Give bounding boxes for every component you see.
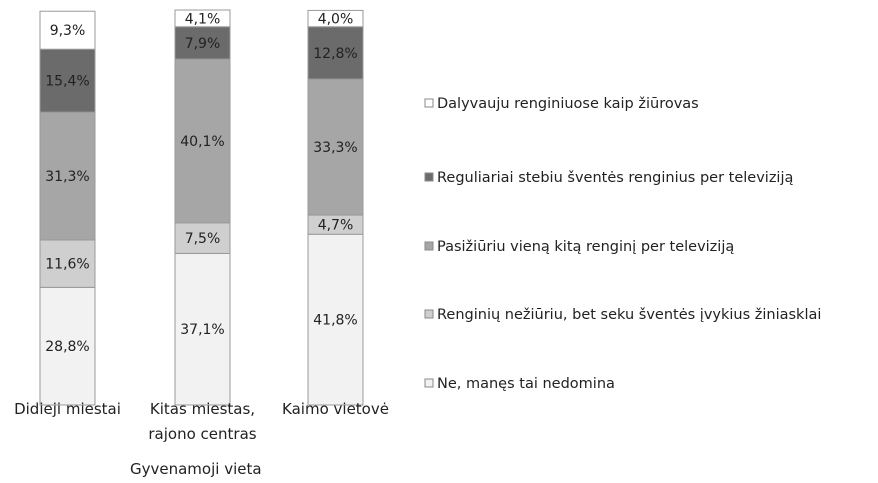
- bar-segment: [174, 9, 231, 28]
- legend-label: Dalyvauju renginiuose kaip žiūrovas: [437, 96, 699, 112]
- data-label: 28,8%: [45, 339, 89, 355]
- data-label: 4,7%: [318, 218, 354, 234]
- bar-segment: [307, 78, 364, 216]
- data-label: 41,8%: [313, 313, 357, 329]
- x-tick-label: Kaimo vietovė: [282, 400, 389, 418]
- legend-label: Reguliariai stebiu šventės renginius per…: [437, 170, 793, 186]
- bar-segment: [39, 10, 96, 50]
- data-label: 4,0%: [318, 12, 354, 28]
- data-label: 12,8%: [313, 46, 357, 62]
- data-label: 7,5%: [185, 231, 221, 247]
- bar-segment: [39, 111, 96, 241]
- x-axis-label: Gyvenamoji vieta: [130, 460, 262, 478]
- legend-swatch: [424, 172, 434, 182]
- bar-segment: [39, 239, 96, 288]
- legend-label: Renginių nežiūriu, bet seku šventės įvyk…: [437, 307, 821, 323]
- bar-segment: [307, 9, 364, 28]
- data-label: 15,4%: [45, 74, 89, 90]
- data-label: 37,1%: [180, 322, 224, 338]
- x-tick-label: Didieji miestai: [14, 400, 121, 418]
- legend-swatch: [424, 378, 434, 388]
- bar-segment: [307, 26, 364, 80]
- data-label: 11,6%: [45, 257, 89, 273]
- bar-segment: [39, 286, 96, 406]
- data-label: 31,3%: [45, 169, 89, 185]
- bar-segment: [307, 233, 364, 406]
- legend-swatch: [424, 98, 434, 108]
- legend-label: Pasižiūriu vieną kitą renginį per televi…: [437, 239, 734, 255]
- x-tick-label: Kitas miestas, rajono centras: [148, 400, 257, 443]
- legend-swatch: [424, 309, 434, 319]
- data-label: 40,1%: [180, 134, 224, 150]
- data-label: 7,9%: [185, 36, 221, 52]
- legend-swatch: [424, 241, 434, 251]
- data-label: 4,1%: [185, 11, 221, 27]
- bar-segment: [174, 252, 231, 406]
- data-label: 33,3%: [313, 140, 357, 156]
- data-label: 9,3%: [50, 23, 86, 39]
- legend-label: Ne, manęs tai nedomina: [437, 376, 615, 392]
- bar-segment: [174, 26, 231, 60]
- bar-segment: [174, 222, 231, 254]
